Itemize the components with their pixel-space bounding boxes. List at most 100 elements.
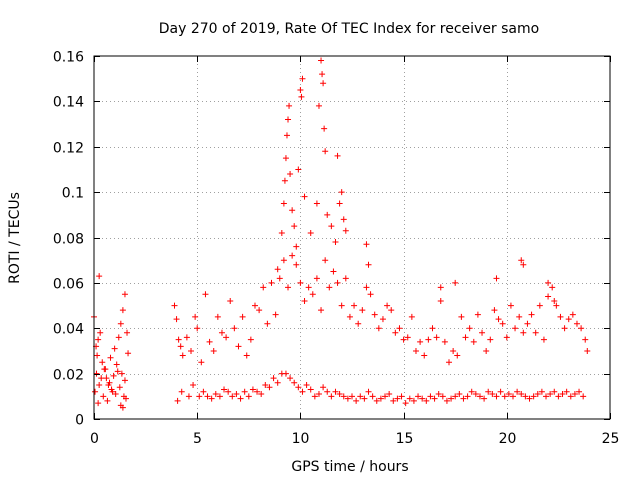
y-tick-label: 0.02 [53,368,84,384]
data-point [106,379,113,386]
data-point [272,311,279,318]
data-point [392,329,399,336]
data-point [551,298,558,305]
data-point [332,239,339,246]
data-point [283,132,290,139]
data-point [386,391,393,398]
data-point [264,320,271,327]
data-point [268,279,275,286]
data-point [185,393,192,400]
data-point [520,329,527,336]
data-point [359,307,366,314]
data-point [194,325,201,332]
data-point [237,395,244,402]
data-point [417,338,424,345]
data-point [379,316,386,323]
data-point [289,252,296,259]
data-point [363,241,370,248]
data-point [338,189,345,196]
data-point [206,338,213,345]
data-point [227,298,234,305]
data-point [113,361,120,368]
data-point [576,388,583,395]
data-point [351,302,358,309]
data-point [435,391,442,398]
data-point [328,393,335,400]
data-point [456,391,463,398]
data-point [94,352,101,359]
data-point [505,391,512,398]
data-point [559,391,566,398]
data-point [274,266,281,273]
data-point [522,393,529,400]
data-point [514,388,521,395]
axis-ticks: 0 0.02 0.04 0.06 0.08 0.1 0.12 0.14 0.16 0 5 10 15 20… [53,50,620,448]
data-point [328,223,335,230]
data-point [543,393,550,400]
data-point [365,388,372,395]
y-tick-label: 0.06 [53,277,84,293]
data-point [443,397,450,404]
data-point [313,200,320,207]
data-point [96,381,103,388]
y-tick-label: 0.08 [53,232,84,248]
data-point [396,325,403,332]
data-point [487,336,494,343]
data-point [349,393,355,400]
data-point [340,216,347,223]
data-point [208,395,215,402]
data-point [315,102,322,109]
data-point [320,384,327,391]
data-point [280,200,287,207]
data-point [125,350,132,357]
data-point [243,352,250,359]
data-point [262,381,269,388]
data-point [569,311,576,318]
data-point [377,395,384,402]
data-point [410,397,417,404]
data-point [503,334,510,341]
data-point [501,393,508,400]
data-point [340,393,347,400]
data-point [216,393,223,400]
data-point [493,275,500,282]
data-point [429,325,436,332]
data-point [214,313,221,320]
data-point [112,391,119,398]
data-point [431,395,438,402]
data-point [578,325,585,332]
data-point [116,384,123,391]
data-point [580,393,587,400]
data-point [319,71,326,78]
data-point [289,207,296,214]
data-point [318,57,325,64]
data-point [198,359,205,366]
data-point [540,336,547,343]
data-point [367,291,374,298]
data-point [353,397,360,404]
data-point [287,375,294,382]
data-point [287,170,294,177]
data-point [110,372,117,379]
data-point [499,320,506,327]
data-point [98,375,105,382]
data-point [555,393,562,400]
data-point [452,279,459,286]
data-point [425,336,432,343]
data-point [452,393,459,400]
data-point [178,388,185,395]
data-point [111,345,118,352]
data-point [507,302,514,309]
data-point [460,395,467,402]
data-point [423,397,430,404]
data-point [266,384,273,391]
data-point [547,391,554,398]
data-point [190,381,197,388]
data-point [553,302,560,309]
data-point [466,325,473,332]
data-point [419,395,426,402]
data-point [388,307,395,314]
data-point [103,375,110,382]
data-point [549,284,556,291]
